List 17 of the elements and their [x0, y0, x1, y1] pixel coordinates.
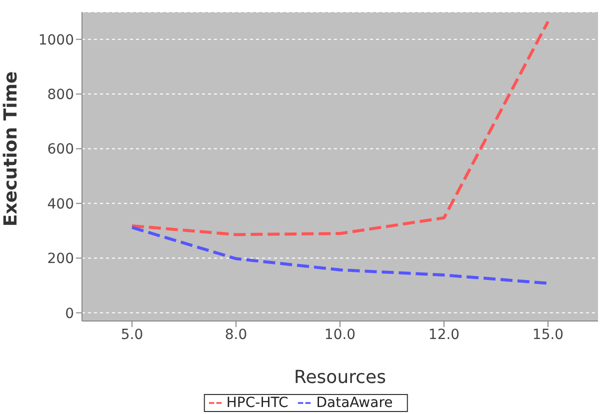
- x-tick-label: 5.0: [120, 326, 144, 343]
- x-tick-label: 12.0: [428, 326, 460, 343]
- legend-label: DataAware: [316, 395, 393, 411]
- y-tick-label: 800: [47, 87, 74, 104]
- line-series: [130, 226, 550, 285]
- x-tick-label: 15.0: [532, 326, 564, 343]
- line-series: [130, 20, 550, 236]
- x-tick-label: 8.0: [224, 326, 248, 343]
- legend-label: HPC-HTC: [226, 395, 288, 411]
- x-axis-title: Resources: [294, 367, 386, 388]
- x-tick-label: 10.0: [324, 326, 356, 343]
- y-tick-label: 1000: [38, 32, 74, 48]
- y-axis-title: Execution Time: [0, 71, 22, 226]
- y-tick-label: 0: [65, 306, 74, 322]
- y-tick-label: 200: [47, 251, 74, 268]
- y-tick-label: 600: [47, 142, 74, 158]
- y-tick-label: 400: [47, 196, 74, 212]
